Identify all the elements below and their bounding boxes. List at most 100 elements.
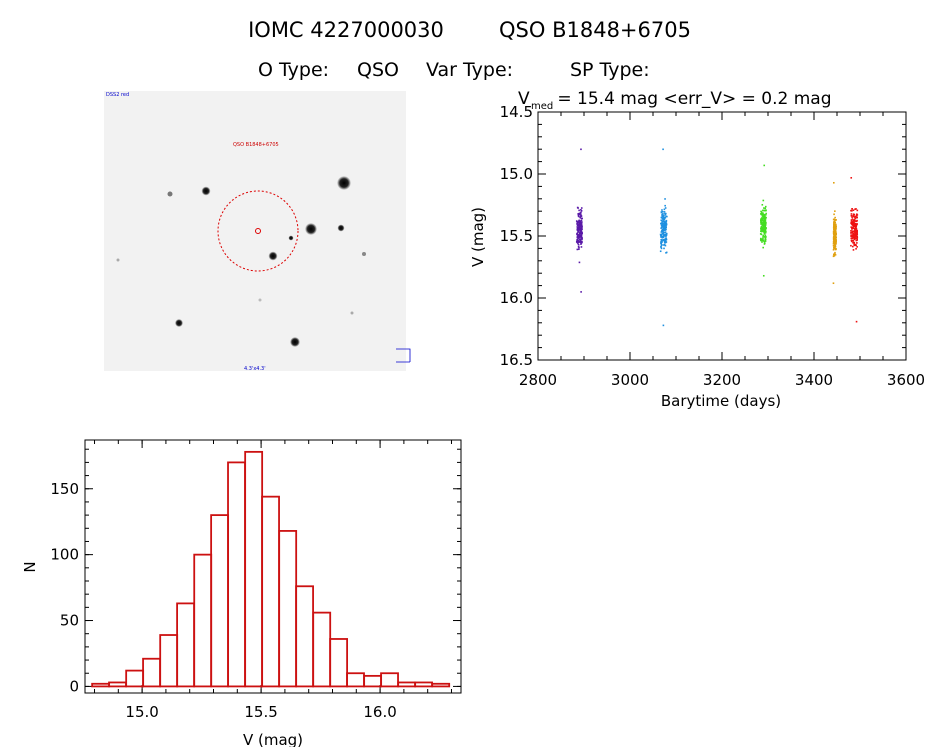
lc-point-season-3 [765,230,767,233]
lc-point-season-1 [576,248,579,251]
lc-point-season-5 [853,220,855,223]
lc-point-season-1 [577,241,580,244]
lc-point-season-4 [832,244,835,247]
lc-point-season-4 [832,240,835,243]
lc-point-season-1 [581,240,583,243]
lc-point-season-3 [761,239,764,242]
hist-bar [397,681,417,688]
lc-point-season-1 [580,227,583,229]
lc-point-season-2 [665,241,668,243]
lc-point-season-5 [852,213,855,216]
lc-point-season-5 [852,215,855,218]
lc-point-season-2 [660,222,662,225]
lc-point-season-5 [852,209,855,212]
lc-point-season-1 [581,236,583,239]
lc-point-season-2 [664,224,667,226]
hist-bar [227,461,246,688]
lc-point-season-1 [578,225,580,228]
lc-ytick-label: 14.5 [500,103,533,121]
lc-point-season-3 [760,225,763,228]
lc-point-season-3 [760,227,763,230]
lc-point-season-5 [856,236,859,239]
lc-point-season-5 [855,230,857,233]
lc-point-season-2 [662,231,664,234]
lc-point-season-3 [764,240,767,242]
lc-point-season-4 [833,238,835,241]
lc-point-season-1 [579,225,582,227]
lc-point-season-5 [854,217,857,220]
lc-point-season-2 [662,222,665,225]
lc-point-season-1 [578,219,581,222]
lc-point-season-2 [660,239,663,242]
lc-point-season-1 [581,238,583,240]
histogram-chart: 15.0 15.5 16.0 0 50 100 150 V (mag) N [21,439,462,747]
lc-point-season-1 [579,239,582,241]
lc-point-season-4 [834,245,836,248]
lc-point-season-1 [576,226,579,228]
lc-point-season-5 [852,239,855,242]
lc-point-season-1 [580,233,583,235]
lc-point-season-1 [579,231,582,234]
lc-point-season-5 [851,221,854,223]
lc-point-season-2 [665,226,667,229]
lc-point-season-3 [764,219,767,221]
lc-point-season-1 [578,261,581,264]
lc-point-season-3 [760,219,762,222]
lc-point-season-4 [834,229,837,232]
lc-point-season-2 [665,212,667,215]
lc-point-season-3 [764,238,767,240]
lc-point-season-5 [852,249,855,251]
lc-point-season-4 [835,248,837,250]
lc-point-season-4 [834,219,837,221]
lc-ytick-label: 16.5 [500,351,533,369]
hist-ytick-label: 0 [69,677,79,695]
star-b [305,223,317,235]
lc-ytick-label: 15.0 [500,165,533,183]
o-type-value: QSO [357,59,399,81]
lc-point-season-5 [852,222,854,224]
lc-point-season-1 [579,212,582,214]
lc-point-season-2 [664,217,667,219]
lc-point-season-2 [665,237,667,240]
orientation-marker [396,348,411,363]
lc-point-season-2 [664,241,667,244]
lc-point-season-4 [832,282,835,285]
target-marker [255,228,261,234]
hist-bar [380,672,399,688]
lc-point-season-3 [764,217,767,219]
lc-point-season-2 [665,252,667,254]
lc-point-season-2 [663,220,666,223]
lc-point-season-5 [855,227,857,230]
hist-bar [278,530,298,688]
star-g [337,224,345,232]
lc-point-season-1 [577,215,580,218]
lc-point-season-2 [664,234,667,236]
lc-point-season-2 [665,228,667,231]
lc-point-season-2 [664,244,667,247]
hist-bar [244,450,264,688]
lc-point-season-3 [762,215,764,217]
lc-point-season-5 [855,247,857,250]
lc-point-season-2 [661,233,664,235]
lc-point-season-3 [762,217,765,220]
lc-point-season-1 [576,241,578,244]
lc-point-season-2 [660,247,663,250]
lc-point-season-2 [666,215,668,218]
lc-point-season-2 [662,217,664,220]
hist-bar [329,638,349,688]
lc-point-season-4 [833,247,836,250]
lc-point-season-1 [580,207,583,209]
hist-ytick-label: 50 [60,612,79,630]
field-size-label: 4.3'x4.3' [244,366,266,372]
lc-point-season-4 [833,222,835,225]
sp-type-label: SP Type: [570,59,650,81]
star-k [116,258,120,262]
lc-point-season-5 [850,239,853,242]
lc-point-season-3 [764,235,766,238]
lc-point-season-4 [833,228,835,230]
lc-point-season-4 [834,244,837,247]
hist-bar [142,657,161,688]
lc-point-season-3 [764,229,767,232]
lc-point-season-3 [760,213,763,216]
